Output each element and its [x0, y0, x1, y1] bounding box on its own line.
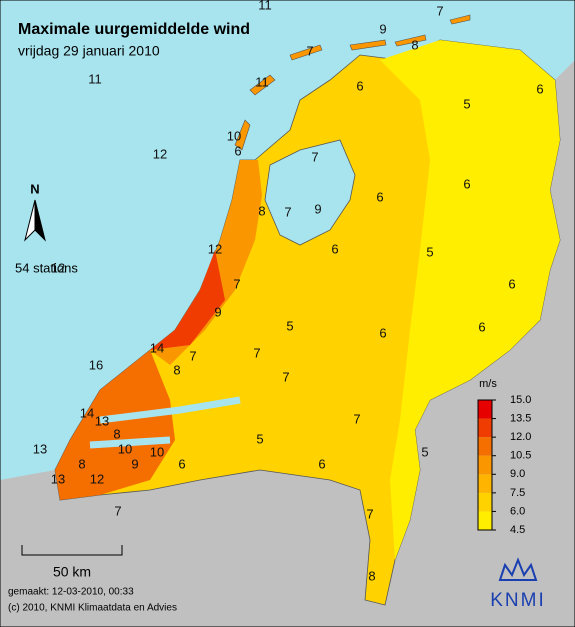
station-value: 8	[258, 203, 265, 218]
station-value: 10	[150, 444, 164, 459]
legend-label: 9.0	[510, 468, 525, 480]
station-value: 6	[463, 176, 470, 191]
station-value: 9	[314, 201, 321, 216]
station-value: 12	[208, 241, 222, 256]
station-value: 6	[478, 319, 485, 334]
legend-label: 6.0	[510, 505, 525, 517]
logo-crown	[498, 557, 538, 581]
station-value: 7	[436, 3, 443, 18]
legend-label: 12.0	[510, 431, 531, 443]
station-value: 13	[51, 471, 65, 486]
wadden-islands	[234, 14, 471, 151]
coast-peak	[150, 250, 225, 350]
legend-band	[478, 511, 492, 530]
subtitle: vrijdag 29 januari 2010	[18, 43, 160, 59]
zeeland-zone	[55, 350, 175, 500]
legend-label: 10.5	[510, 450, 531, 462]
legend-unit: m/s	[479, 378, 497, 390]
neighbour-land	[0, 60, 575, 627]
east-zone	[380, 40, 560, 560]
station-value: 5	[421, 444, 428, 459]
legend-band	[478, 418, 492, 438]
station-value: 6	[331, 241, 338, 256]
station-count: 54 stations	[15, 260, 78, 275]
station-value: 6	[508, 276, 515, 291]
station-value: 12	[51, 260, 65, 275]
station-value: 6	[318, 456, 325, 471]
station-value: 8	[368, 568, 375, 583]
legend-label: 7.5	[510, 487, 525, 499]
station-value: 11	[88, 71, 102, 86]
legend-label: 15.0	[510, 394, 531, 406]
station-value: 7	[253, 345, 260, 360]
station-value: 8	[411, 37, 418, 52]
station-value: 13	[95, 413, 109, 428]
station-value: 12	[90, 471, 104, 486]
station-value: 7	[284, 204, 291, 219]
zeeland-water	[89, 396, 241, 449]
station-value: 9	[214, 304, 221, 319]
station-value: 7	[311, 149, 318, 164]
copyright: (c) 2010, KNMI Klimaatdata en Advies	[8, 603, 177, 614]
logo-text: KNMI	[490, 590, 546, 611]
station-value: 6	[356, 78, 363, 93]
station-value: 7	[306, 43, 313, 58]
station-value: 5	[426, 244, 433, 259]
ijsselmeer	[264, 139, 356, 246]
legend-label: 4.5	[510, 524, 525, 536]
title: Maximale uurgemiddelde wind	[18, 21, 250, 38]
station-value: 10	[118, 441, 132, 456]
station-value: 10	[227, 128, 241, 143]
legend-band	[478, 400, 492, 419]
station-value: 7	[353, 411, 360, 426]
station-value: 6	[178, 456, 185, 471]
legend-band	[478, 492, 492, 512]
scale-label: 50 km	[53, 564, 91, 580]
legend-label: 13.5	[510, 412, 531, 424]
station-value: 11	[255, 74, 269, 89]
station-value: 7	[366, 506, 373, 521]
station-value: 6	[234, 143, 241, 158]
station-value: 12	[153, 146, 167, 161]
legend-band	[478, 437, 492, 456]
station-value: 14	[150, 340, 164, 355]
station-value: 5	[286, 318, 293, 333]
station-value: 11	[258, 0, 272, 12]
station-value: 9	[131, 456, 138, 471]
station-value: 14	[80, 405, 94, 420]
station-value: 5	[463, 96, 470, 111]
coast-zone	[150, 160, 262, 365]
station-value: 16	[89, 357, 103, 372]
station-value: 13	[33, 441, 47, 456]
station-value: 7	[189, 348, 196, 363]
station-value: 6	[379, 325, 386, 340]
station-value: 8	[173, 362, 180, 377]
station-value: 7	[282, 369, 289, 384]
made-date: gemaakt: 12-03-2010, 00:33	[8, 587, 134, 598]
station-value: 9	[379, 21, 386, 36]
station-value: 8	[113, 426, 120, 441]
station-value: 7	[233, 276, 240, 291]
north-arrow-right	[34, 199, 46, 242]
station-value: 8	[78, 456, 85, 471]
station-value: 6	[376, 189, 383, 204]
station-value: 6	[536, 81, 543, 96]
legend-band	[478, 455, 492, 475]
legend-border	[477, 399, 493, 531]
station-value: 5	[256, 431, 263, 446]
station-value: 7	[114, 503, 121, 518]
legend-band	[478, 474, 492, 493]
north-label: N	[30, 181, 39, 196]
scale-bar	[21, 545, 123, 556]
